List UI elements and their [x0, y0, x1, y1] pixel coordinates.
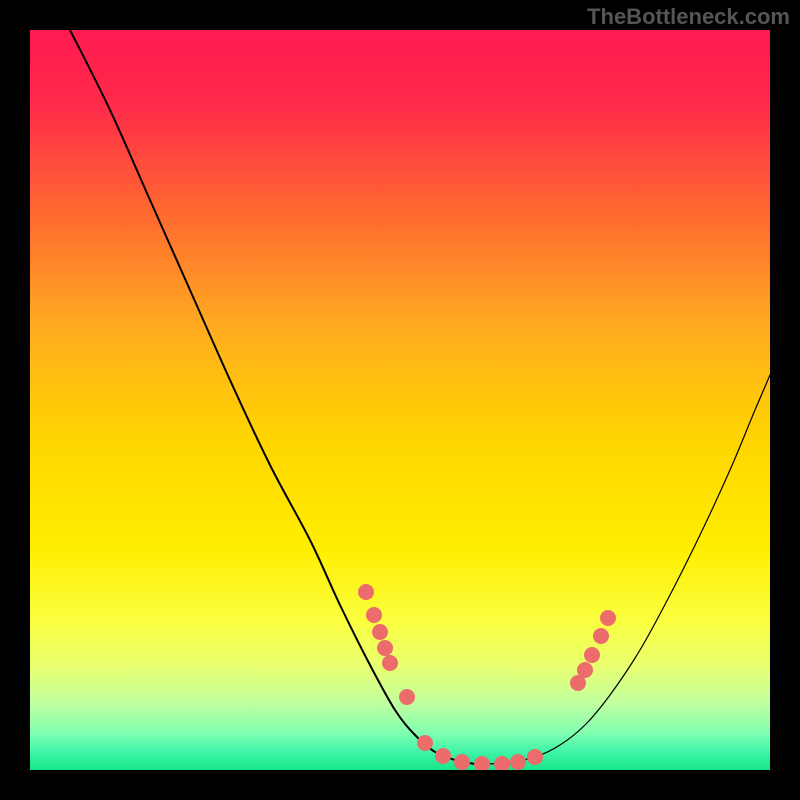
marker-dot — [417, 735, 433, 751]
marker-dot — [358, 584, 374, 600]
curve-left-branch — [70, 30, 475, 764]
marker-dot — [600, 610, 616, 626]
marker-dot — [593, 628, 609, 644]
marker-dot — [577, 662, 593, 678]
plot-area — [30, 30, 770, 770]
marker-dot — [584, 647, 600, 663]
marker-dot — [494, 756, 510, 770]
watermark-text: TheBottleneck.com — [587, 4, 790, 30]
chart-container: TheBottleneck.com — [0, 0, 800, 800]
marker-group — [358, 584, 616, 770]
marker-dot — [435, 748, 451, 764]
marker-dot — [377, 640, 393, 656]
marker-dot — [366, 607, 382, 623]
marker-dot — [474, 756, 490, 770]
marker-dot — [382, 655, 398, 671]
curve-layer — [30, 30, 770, 770]
marker-dot — [454, 754, 470, 770]
curve-right-branch — [475, 375, 770, 764]
marker-dot — [372, 624, 388, 640]
marker-dot — [527, 749, 543, 765]
marker-dot — [510, 754, 526, 770]
marker-dot — [399, 689, 415, 705]
